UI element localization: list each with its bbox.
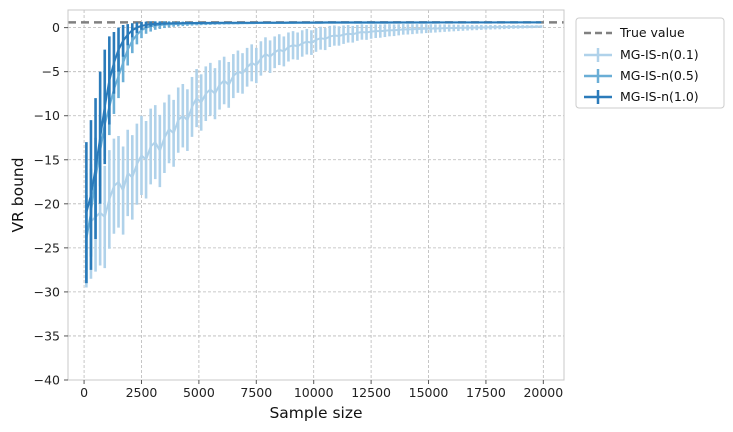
- x-axis-title: Sample size: [269, 404, 362, 422]
- x-tick-label: 17500: [466, 385, 506, 400]
- series-1: [85, 24, 543, 288]
- x-tick-label: 15000: [409, 385, 449, 400]
- plot-frame: [67, 9, 565, 381]
- x-tick-label: 7500: [240, 385, 272, 400]
- y-tick-label: −15: [34, 152, 60, 167]
- legend-series-2-label: MG-IS-n(0.5): [620, 68, 699, 83]
- y-tick-label: −25: [34, 240, 60, 255]
- y-tick-label: −30: [34, 284, 60, 299]
- x-tick-label: 10000: [294, 385, 334, 400]
- x-tick-label: 12500: [351, 385, 391, 400]
- y-tick-label: −20: [34, 196, 60, 211]
- legend-series-3-label: MG-IS-n(1.0): [620, 89, 699, 104]
- legend-true-value-label: True value: [619, 25, 685, 40]
- y-tick-label: −5: [42, 64, 60, 79]
- y-axis-title: VR bound: [9, 157, 27, 232]
- y-tick-label: −10: [34, 108, 60, 123]
- y-tick-label: 0: [52, 20, 60, 35]
- y-axis: 0 −5 −10 −15 −20 −25 −30 −35 −40: [34, 20, 68, 388]
- x-tick-label: 5000: [183, 385, 215, 400]
- y-tick-label: −40: [34, 373, 60, 388]
- x-tick-label: 20000: [523, 385, 563, 400]
- series-group: [85, 21, 543, 288]
- x-tick-label: 2500: [126, 385, 158, 400]
- legend-box: [575, 17, 725, 109]
- series-line: [85, 21, 542, 213]
- y-tick-label: −35: [34, 328, 60, 343]
- series-3: [85, 21, 543, 284]
- legend-series-1-label: MG-IS-n(0.1): [620, 47, 699, 62]
- x-tick-label: 0: [80, 385, 88, 400]
- legend: True value MG-IS-n(0.1) MG-IS-n(0.5) MG-…: [575, 17, 725, 109]
- series-line: [85, 25, 542, 231]
- x-axis: 0 2500 5000 7500 10000 12500 15000 17500 20000: [80, 380, 563, 400]
